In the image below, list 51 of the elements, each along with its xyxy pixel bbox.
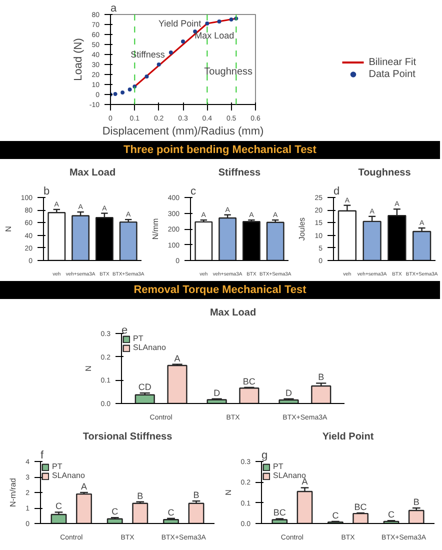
annotation: a <box>110 2 118 14</box>
text: Three point bending Mechanical Test <box>124 143 316 158</box>
chart-title: Stiffness <box>218 168 262 178</box>
annotation: e <box>122 324 128 336</box>
y-axis-title: N-m/rad <box>8 478 18 507</box>
data-label: C <box>55 501 62 512</box>
annotation: Stiffness <box>130 50 166 60</box>
data-label: A <box>174 353 180 364</box>
chart-title: Torsional Stiffness <box>82 432 173 442</box>
text: g <box>262 450 268 462</box>
text: b <box>44 186 50 198</box>
chart-title: Max Load <box>69 168 116 178</box>
data-label: BC <box>273 508 286 518</box>
x-axis-title: Displacement (mm)/Radius (mm) <box>102 126 264 138</box>
annotation: Max Load <box>194 30 234 40</box>
legend-label: SLAnano <box>52 471 85 480</box>
data-label: B <box>137 490 144 501</box>
data-label: C <box>168 507 175 518</box>
data-label: BC <box>242 376 256 386</box>
chart-title: Max Load <box>210 308 256 318</box>
y-axis-title: Joules <box>298 217 307 241</box>
data-label: A <box>81 482 88 492</box>
annotation: Yield Point <box>158 18 202 28</box>
legend-label: PT <box>273 462 284 471</box>
data-label: C <box>388 510 395 520</box>
legend-label: SLAnano <box>133 343 166 352</box>
text: Removal Torque Mechanical Test <box>134 283 306 298</box>
data-label: C <box>112 506 119 517</box>
annotation: Toughness <box>204 66 253 78</box>
y-axis-title: N <box>4 226 13 232</box>
text: f <box>40 450 44 462</box>
data-label: B <box>193 490 200 500</box>
y-axis-title: N/mm <box>150 218 160 240</box>
legend-label: Bilinear Fit <box>368 56 416 68</box>
data-label: CD <box>138 382 152 392</box>
text: c <box>190 186 196 198</box>
data-label: C <box>332 510 340 520</box>
data-label: D <box>286 388 292 398</box>
y-axis-title: Load (N) <box>72 38 84 81</box>
y-axis-title: N <box>224 489 233 496</box>
y-axis-title: N <box>84 365 93 372</box>
data-label: B <box>318 372 324 382</box>
legend-label: PT <box>133 334 144 343</box>
data-label: B <box>413 497 420 507</box>
chart-title: Yield Point <box>322 432 374 442</box>
chart-title: Toughness <box>358 168 412 178</box>
data-label: D <box>214 388 221 398</box>
text: d <box>334 186 340 198</box>
legend-label: PT <box>52 462 64 471</box>
data-label: BC <box>354 502 368 512</box>
legend-label: Data Point <box>368 68 416 80</box>
